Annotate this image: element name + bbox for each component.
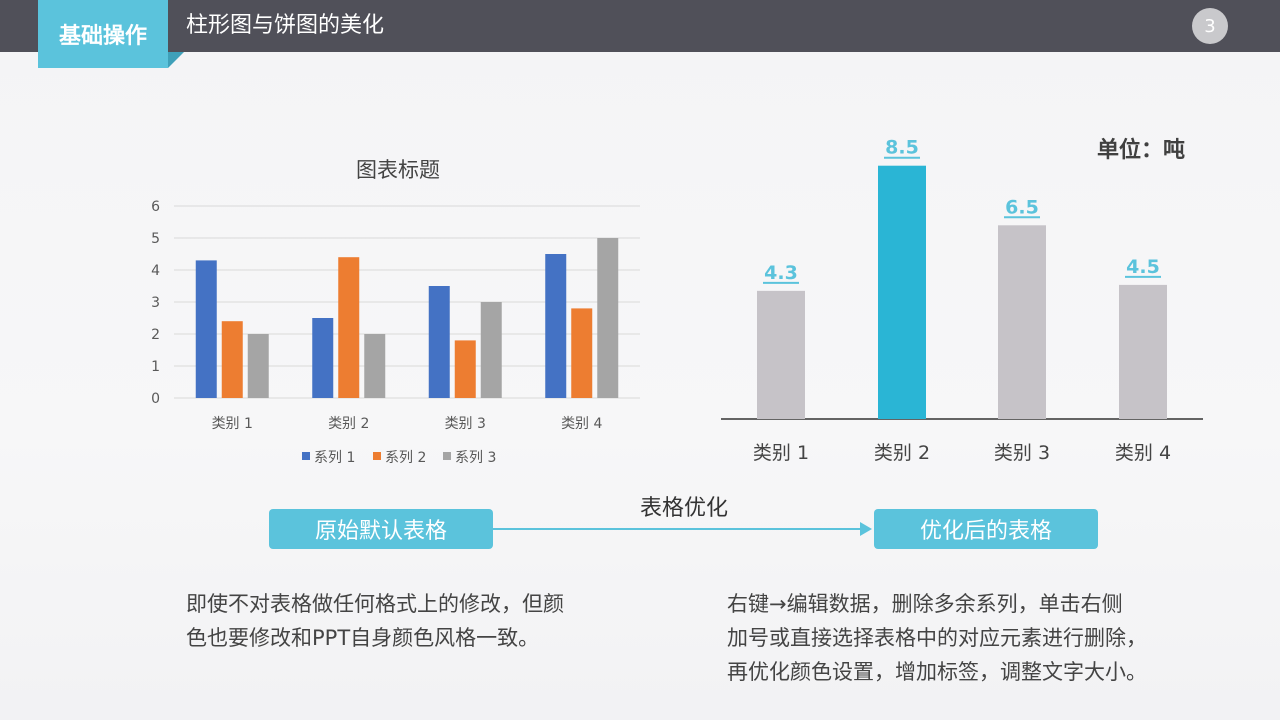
- legend-swatch: [373, 452, 381, 460]
- description-line: 即使不对表格做任何格式上的修改，但颜: [186, 592, 564, 616]
- right-description: 右键→编辑数据，删除多余系列，单击右侧 加号或直接选择表格中的对应元素进行删除，…: [727, 587, 1217, 689]
- description-line: 加号或直接选择表格中的对应元素进行删除，: [727, 626, 1147, 650]
- x-tick-label: 类别 4: [561, 416, 602, 432]
- header-bar: [0, 0, 1280, 52]
- bar: [597, 238, 619, 398]
- bar: [195, 260, 217, 398]
- data-label: 8.5: [885, 137, 919, 159]
- y-tick-label: 0: [151, 391, 160, 407]
- bar: [757, 290, 805, 419]
- y-tick-label: 2: [151, 327, 160, 343]
- bar: [221, 321, 243, 398]
- y-tick-label: 5: [151, 231, 160, 247]
- bar: [998, 225, 1046, 419]
- legend-label: 系列 2: [385, 450, 426, 466]
- x-tick-label: 类别 1: [753, 442, 809, 464]
- legend-label: 系列 3: [455, 450, 496, 466]
- bar: [247, 334, 269, 398]
- bar: [428, 286, 450, 398]
- bar: [312, 318, 334, 398]
- unit-label: 单位：吨: [1097, 137, 1185, 163]
- bar: [571, 308, 593, 398]
- y-tick-label: 1: [151, 359, 160, 375]
- arrow-line: [493, 528, 861, 530]
- bar: [364, 334, 386, 398]
- y-tick-label: 4: [151, 263, 160, 279]
- optimized-chart-label: 优化后的表格: [874, 509, 1098, 549]
- description-line: 右键→编辑数据，删除多余系列，单击右侧: [727, 592, 1123, 616]
- bar: [545, 254, 567, 398]
- x-tick-label: 类别 2: [874, 442, 930, 464]
- left-description: 即使不对表格做任何格式上的修改，但颜 色也要修改和PPT自身颜色风格一致。: [186, 587, 646, 655]
- page-title: 柱形图与饼图的美化: [186, 13, 385, 38]
- chart-title: 图表标题: [356, 158, 440, 182]
- legend-label: 系列 1: [314, 450, 355, 466]
- y-tick-label: 6: [151, 199, 160, 215]
- x-tick-label: 类别 3: [445, 416, 486, 432]
- y-tick-label: 3: [151, 295, 160, 311]
- x-tick-label: 类别 2: [328, 416, 369, 432]
- legend-swatch: [302, 452, 310, 460]
- bar: [454, 340, 476, 398]
- section-tab: 基础操作: [38, 0, 184, 68]
- page-number-badge: 3: [1192, 8, 1228, 44]
- data-label: 6.5: [1005, 196, 1039, 218]
- bar: [338, 257, 360, 398]
- description-line: 再优化颜色设置，增加标签，调整文字大小。: [727, 660, 1147, 684]
- data-label: 4.3: [764, 262, 798, 284]
- x-tick-label: 类别 4: [1115, 442, 1171, 464]
- bar: [480, 302, 502, 398]
- description-line: 色也要修改和PPT自身颜色风格一致。: [186, 626, 540, 650]
- x-tick-label: 类别 1: [212, 416, 253, 432]
- arrow-label: 表格优化: [639, 496, 728, 521]
- default-chart-label: 原始默认表格: [269, 509, 493, 549]
- bar: [878, 165, 926, 419]
- bar: [1119, 284, 1167, 419]
- x-tick-label: 类别 3: [994, 442, 1050, 464]
- arrow-right-icon: [860, 522, 872, 536]
- legend-swatch: [443, 452, 451, 460]
- data-label: 4.5: [1126, 256, 1160, 278]
